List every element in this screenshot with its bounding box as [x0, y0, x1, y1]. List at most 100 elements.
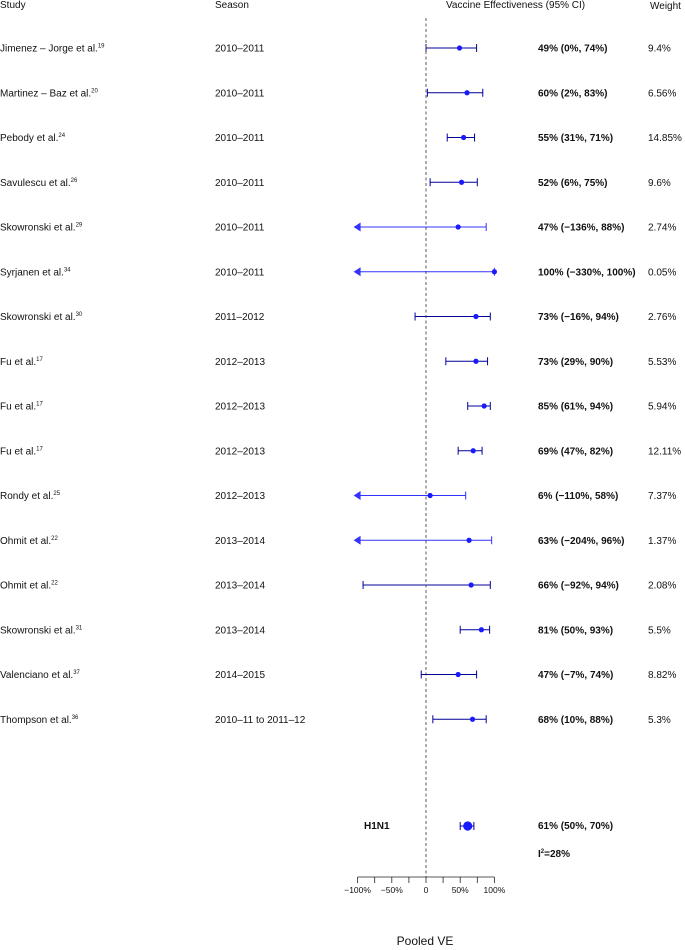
- point-estimate: [473, 358, 479, 364]
- study-rows: Jimenez – Jorge et al.19 2010–2011 49% (0%…: [0, 44, 682, 726]
- study-reference: 34: [64, 267, 71, 273]
- study-season: 2010–2011: [215, 267, 265, 278]
- study-row: Fu et al.17 2012–2013 69% (47%, 82%) 12.11%: [0, 446, 681, 457]
- pooled-ci-text: 61% (50%, 70%): [538, 821, 613, 832]
- study-season: 2010–11 to 2011–12: [215, 715, 306, 726]
- study-row: Martinez – Baz et al.20 2010–2011 60% (2%,…: [0, 88, 676, 99]
- header-study: Study: [0, 0, 26, 11]
- study-reference: 26: [71, 178, 78, 184]
- study-ve-ci: 49% (0%, 74%): [538, 44, 607, 55]
- study-name-text: Ohmit et al.: [0, 536, 51, 547]
- study-season: 2010–2011: [215, 88, 265, 99]
- point-estimate: [464, 90, 470, 96]
- study-weight: 8.82%: [648, 670, 676, 681]
- point-estimate: [481, 403, 487, 409]
- study-reference: 19: [98, 44, 105, 50]
- study-name-text: Fu et al.: [0, 357, 36, 368]
- study-ve-ci: 60% (2%, 83%): [538, 88, 607, 99]
- study-weight: 9.4%: [648, 44, 671, 55]
- study-name-text: Valenciano et al.: [0, 670, 73, 681]
- study-ve-ci: 6% (−110%, 58%): [538, 491, 618, 502]
- study-season: 2010–2011: [215, 223, 265, 234]
- study-season: 2012–2013: [215, 446, 265, 457]
- study-name: Syrjanen et al.34: [0, 267, 71, 278]
- study-ve-ci: 66% (−92%, 94%): [538, 581, 619, 592]
- point-estimate: [466, 537, 472, 543]
- study-row: Valenciano et al.37 2014–2015 47% (−7%, 74…: [0, 670, 676, 681]
- study-weight: 6.56%: [648, 88, 676, 99]
- heterogeneity-label: I2=28%: [538, 849, 570, 860]
- study-reference: 29: [76, 223, 83, 229]
- point-estimate: [455, 224, 461, 230]
- study-ve-ci: 55% (31%, 71%): [538, 133, 613, 144]
- study-name: Fu et al.17: [0, 402, 43, 413]
- point-estimate: [427, 492, 433, 499]
- study-name: Savulescu et al.26: [0, 178, 78, 189]
- study-name-text: Skowronski et al.: [0, 223, 76, 234]
- study-row: Pebody et al.24 2010–2011 55% (31%, 71%) 14…: [0, 133, 682, 144]
- study-season: 2012–2013: [215, 491, 265, 502]
- study-name: Jimenez – Jorge et al.19: [0, 44, 105, 55]
- study-name-text: Skowronski et al.: [0, 625, 76, 636]
- ci-arrow-left: [353, 491, 361, 500]
- study-weight: 2.74%: [648, 223, 676, 234]
- point-estimate: [458, 179, 465, 185]
- x-tick-label: 0: [424, 885, 429, 895]
- study-ve-ci: 52% (6%, 75%): [538, 178, 607, 189]
- study-season: 2010–2011: [215, 44, 265, 55]
- study-weight: 0.05%: [648, 267, 676, 278]
- study-row: Syrjanen et al.34 2010–2011 100% (−330%, 1…: [0, 267, 676, 278]
- study-season: 2012–2013: [215, 402, 265, 413]
- study-reference: 31: [76, 625, 83, 631]
- study-name-text: Jimenez – Jorge et al.: [0, 44, 98, 55]
- study-weight: 7.37%: [648, 491, 676, 502]
- study-row: Skowronski et al.31 2013–2014 81% (50%, 93…: [0, 625, 671, 636]
- study-season: 2011–2012: [215, 312, 265, 323]
- point-estimate: [469, 716, 476, 722]
- study-weight: 2.08%: [648, 581, 676, 592]
- study-weight: 5.5%: [648, 625, 671, 636]
- study-weight: 5.53%: [648, 357, 676, 368]
- study-row: Skowronski et al.30 2011–2012 73% (−16%, 9…: [0, 312, 676, 323]
- x-tick-label: 100%: [484, 885, 506, 895]
- study-ve-ci: 85% (61%, 94%): [538, 402, 613, 413]
- study-name: Martinez – Baz et al.20: [0, 88, 98, 99]
- study-name-text: Fu et al.: [0, 446, 36, 457]
- study-name-text: Rondy et al.: [0, 491, 53, 502]
- study-ve-ci: 68% (10%, 88%): [538, 715, 613, 726]
- ci-arrow-left: [353, 535, 361, 545]
- study-reference: 25: [53, 491, 60, 497]
- study-name-text: Ohmit et al.: [0, 581, 51, 592]
- study-row: Savulescu et al.26 2010–2011 52% (6%, 75%)…: [0, 178, 671, 189]
- study-name-text: Savulescu et al.: [0, 178, 71, 189]
- heterogeneity-sup: 2: [541, 849, 545, 855]
- study-row: Thompson et al.36 2010–11 to 2011–12 68% (…: [0, 715, 671, 726]
- x-tick-label: 50%: [452, 885, 469, 895]
- pooled-label: H1N1: [364, 821, 390, 832]
- study-name-text: Fu et al.: [0, 402, 36, 413]
- point-estimate: [470, 448, 476, 454]
- point-estimate: [478, 627, 485, 633]
- study-ve-ci: 100% (−330%, 100%): [538, 267, 636, 278]
- point-estimate: [461, 134, 467, 141]
- study-weight: 12.11%: [648, 446, 681, 457]
- study-row: Rondy et al.25 2012–2013 6% (−110%, 58%) 7.…: [0, 491, 676, 502]
- study-weight: 1.37%: [648, 536, 676, 547]
- study-season: 2013–2014: [215, 581, 265, 592]
- study-name: Ohmit et al.22: [0, 581, 58, 592]
- header-season: Season: [215, 0, 249, 11]
- study-weight: 5.3%: [648, 715, 671, 726]
- study-reference: 22: [51, 581, 58, 587]
- study-reference: 17: [36, 446, 43, 452]
- study-name-text: Thompson et al.: [0, 715, 72, 726]
- study-name: Fu et al.17: [0, 446, 43, 457]
- point-estimate: [456, 45, 463, 51]
- study-weight: 9.6%: [648, 178, 671, 189]
- x-tick-label: −50%: [381, 885, 403, 895]
- study-ve-ci: 81% (50%, 93%): [538, 625, 613, 636]
- pooled-estimate: [459, 821, 475, 831]
- study-season: 2010–2011: [215, 133, 265, 144]
- study-season: 2010–2011: [215, 178, 265, 189]
- study-name: Rondy et al.25: [0, 491, 61, 502]
- study-reference: 20: [91, 88, 98, 94]
